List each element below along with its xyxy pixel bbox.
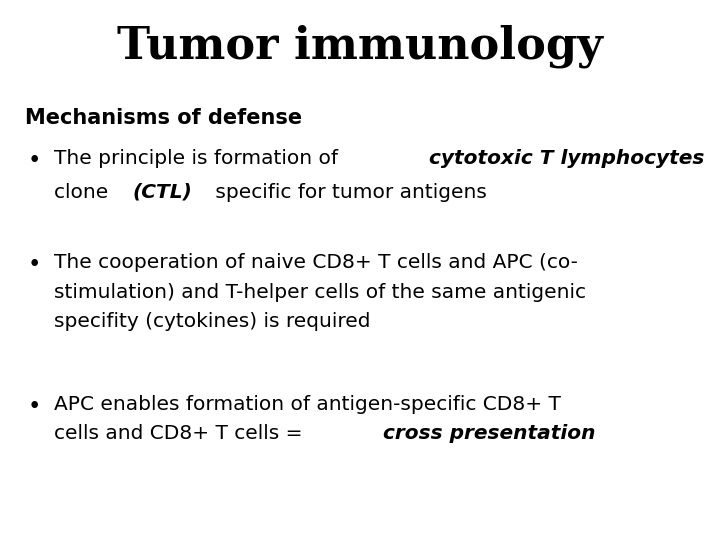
Text: stimulation) and T-helper cells of the same antigenic: stimulation) and T-helper cells of the s… bbox=[54, 282, 586, 301]
Text: The principle is formation of: The principle is formation of bbox=[54, 148, 344, 167]
Text: •: • bbox=[27, 253, 41, 276]
Text: Mechanisms of defense: Mechanisms of defense bbox=[25, 108, 302, 128]
Text: •: • bbox=[27, 148, 41, 172]
Text: clone: clone bbox=[54, 183, 114, 201]
Text: cytotoxic T lymphocytes: cytotoxic T lymphocytes bbox=[428, 148, 704, 167]
Text: Tumor immunology: Tumor immunology bbox=[117, 24, 603, 68]
Text: cross presentation: cross presentation bbox=[383, 424, 595, 443]
Text: APC enables formation of antigen-specific CD8+ T: APC enables formation of antigen-specifi… bbox=[54, 395, 561, 414]
Text: specifity (cytokines) is required: specifity (cytokines) is required bbox=[54, 312, 371, 331]
Text: cells and CD8+ T cells =: cells and CD8+ T cells = bbox=[54, 424, 309, 443]
Text: •: • bbox=[27, 395, 41, 417]
Text: specific for tumor antigens: specific for tumor antigens bbox=[210, 183, 487, 201]
Text: (CTL): (CTL) bbox=[132, 183, 192, 201]
Text: The cooperation of naive CD8+ T cells and APC (co-: The cooperation of naive CD8+ T cells an… bbox=[54, 253, 578, 272]
